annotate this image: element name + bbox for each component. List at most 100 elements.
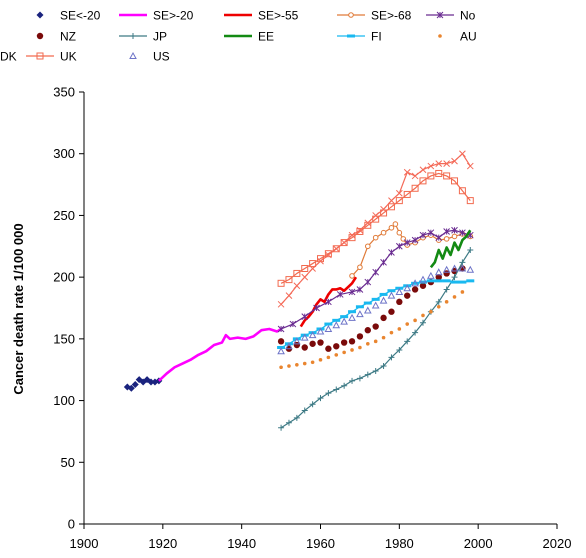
data-point xyxy=(373,339,378,344)
legend-label: SE>-68 xyxy=(371,9,412,23)
legend-entry: SE>-20 xyxy=(119,9,194,23)
series-dk xyxy=(277,150,474,308)
series-line xyxy=(158,327,282,382)
data-point xyxy=(435,234,443,241)
data-point xyxy=(459,265,466,272)
data-point xyxy=(277,347,285,355)
data-point xyxy=(277,300,285,308)
series-uk xyxy=(277,169,474,287)
legend-entry: US xyxy=(129,50,170,64)
data-point xyxy=(301,273,309,281)
data-point xyxy=(467,246,474,253)
data-point xyxy=(466,197,474,205)
series-line xyxy=(429,229,472,269)
data-point xyxy=(332,321,341,329)
data-point xyxy=(309,260,317,268)
legend-marker xyxy=(348,12,354,18)
data-point xyxy=(388,249,395,256)
legend: SE<-20 SE>-20 SE>-55 SE>-68 No NZ JP EE FI AU UK US… xyxy=(0,9,477,64)
plot-area xyxy=(123,150,475,431)
data-point xyxy=(413,318,417,323)
data-point xyxy=(450,264,459,272)
data-point xyxy=(388,354,395,361)
data-point xyxy=(427,162,435,170)
data-point xyxy=(388,224,395,231)
legend-entry: JP xyxy=(119,30,167,44)
data-point xyxy=(460,290,465,294)
data-point xyxy=(332,245,340,253)
data-point xyxy=(427,229,435,237)
legend-label: FI xyxy=(371,30,382,44)
data-point xyxy=(435,298,442,305)
x-tick-label: 2000 xyxy=(464,536,493,551)
data-point xyxy=(452,295,457,299)
x-tick-label: 1920 xyxy=(148,536,177,551)
data-point xyxy=(356,375,363,382)
x-tick-label: 1960 xyxy=(306,536,335,551)
data-point xyxy=(313,304,320,312)
data-point xyxy=(357,264,363,271)
data-point xyxy=(302,361,307,366)
data-point xyxy=(363,306,372,314)
data-point xyxy=(442,265,451,273)
data-point xyxy=(364,327,371,334)
legend-label: AU xyxy=(460,30,477,44)
legend-label: EE xyxy=(258,30,274,44)
data-point xyxy=(325,251,332,259)
axes: 0 50 100 150 200 250 300 350 1900 1920 1940 1960 198… xyxy=(53,85,571,552)
x-tick-label: 1940 xyxy=(227,536,256,551)
legend-label: DK xyxy=(0,50,17,64)
data-point xyxy=(429,309,433,314)
data-point xyxy=(310,360,315,365)
data-point xyxy=(300,333,309,341)
data-point xyxy=(285,419,292,426)
legend-marker xyxy=(130,33,136,39)
series-jp xyxy=(278,246,474,431)
data-point xyxy=(458,280,467,284)
legend-marker xyxy=(129,51,137,59)
legend-label: UK xyxy=(60,50,77,64)
data-point xyxy=(316,327,325,335)
data-point xyxy=(466,265,475,273)
data-point xyxy=(380,314,387,322)
data-point xyxy=(356,286,364,293)
legend-marker xyxy=(347,34,355,38)
data-point xyxy=(459,150,466,158)
data-point xyxy=(342,350,346,355)
data-point xyxy=(404,338,411,345)
data-point xyxy=(348,288,356,296)
data-point xyxy=(285,276,293,284)
data-point xyxy=(458,187,466,195)
legend-label: SE>-20 xyxy=(153,9,194,23)
data-point xyxy=(348,313,356,321)
data-point xyxy=(324,324,333,332)
legend-entry: No xyxy=(426,9,476,23)
data-point xyxy=(388,197,395,204)
data-point xyxy=(301,313,309,320)
legend-label: US xyxy=(153,50,170,64)
data-point xyxy=(318,358,323,362)
data-point xyxy=(287,364,291,368)
data-point xyxy=(395,242,403,250)
series-au xyxy=(279,290,465,370)
data-point xyxy=(411,281,420,285)
data-point xyxy=(285,292,293,300)
data-point xyxy=(403,168,411,176)
data-point xyxy=(356,226,364,234)
series-se20 xyxy=(158,327,282,382)
data-point xyxy=(435,160,443,167)
data-point xyxy=(381,335,386,340)
data-point xyxy=(277,325,285,333)
data-point xyxy=(450,280,459,284)
data-point xyxy=(285,342,293,350)
data-point xyxy=(317,339,324,346)
data-point xyxy=(388,308,395,315)
data-point xyxy=(397,327,402,331)
data-point xyxy=(332,318,341,322)
data-point xyxy=(325,298,332,306)
data-point xyxy=(435,169,443,177)
data-point xyxy=(411,184,419,192)
data-point xyxy=(404,292,411,299)
y-tick-label: 350 xyxy=(53,85,75,100)
data-point xyxy=(293,269,301,277)
